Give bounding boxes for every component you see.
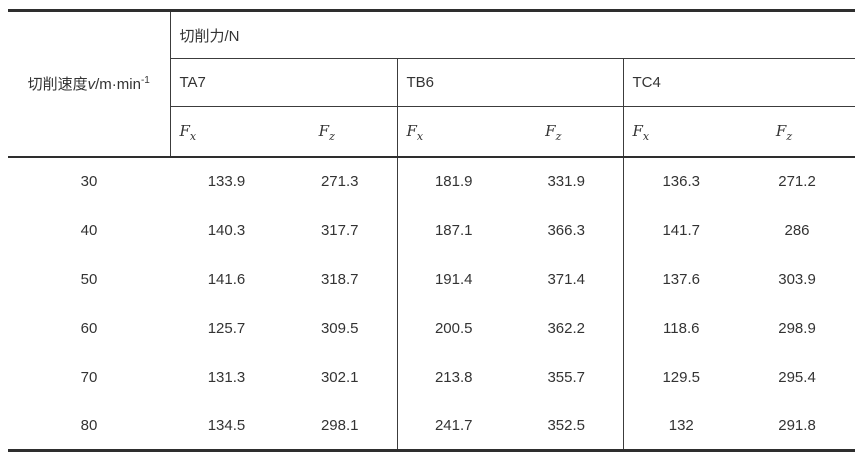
speed-value-cell: 80 xyxy=(80,416,98,434)
fx-header-tc4: Fx xyxy=(623,107,739,157)
force-value-cell: 362.2 xyxy=(510,303,624,353)
cutting-force-table: 切削速度v/m·min-1 切削力/N TA7 TB6 TC4 Fx Fz Fx… xyxy=(8,9,856,452)
force-value-cell: 331.9 xyxy=(510,156,624,206)
force-value-cell: 271.2 xyxy=(778,173,816,190)
force-value-cell: 118.6 xyxy=(663,319,700,337)
table-body: 30 133.9 271.3 181.9 331.9 136.3 271.2 4… xyxy=(8,156,855,451)
fx-header-tb6: Fx xyxy=(397,107,510,157)
speed-header-cell: 切削速度v/m·min-1 xyxy=(8,10,171,157)
force-value-cell: 298.1 xyxy=(283,401,398,451)
fx-header-ta7: Fx xyxy=(170,107,283,157)
table-header: 切削速度v/m·min-1 切削力/N TA7 TB6 TC4 Fx Fz Fx… xyxy=(8,10,856,157)
force-value-cell: 129.5 xyxy=(662,368,701,386)
fz-base: F xyxy=(545,122,556,141)
force-value-cell: 200.5 xyxy=(434,319,473,337)
fx-base: F xyxy=(632,122,643,141)
speed-value-cell: 30 xyxy=(80,173,98,190)
fz-sub: z xyxy=(555,130,562,144)
table-row: 80 134.5 298.1 241.7 352.5 132 291.8 xyxy=(8,401,855,451)
force-value-cell: 295.4 xyxy=(778,368,816,386)
fz-header-ta7: Fz xyxy=(283,106,398,157)
force-value-cell: 191.4 xyxy=(434,270,473,288)
force-value-cell: 298.9 xyxy=(778,319,816,337)
force-value-cell: 309.5 xyxy=(283,303,398,353)
fx-base: F xyxy=(406,122,417,141)
table-row: 70 131.3 302.1 213.8 355.7 129.5 295.4 xyxy=(8,352,855,402)
speed-value-cell: 70 xyxy=(80,368,98,386)
table-row: 30 133.9 271.3 181.9 331.9 136.3 271.2 xyxy=(8,156,855,206)
force-value-cell: 141.7 xyxy=(662,221,701,239)
force-value-cell: 241.7 xyxy=(434,416,473,434)
force-value-cell: 291.8 xyxy=(778,416,816,434)
force-value-cell: 317.7 xyxy=(283,205,398,255)
speed-value-cell: 40 xyxy=(80,221,98,239)
force-value-cell: 318.7 xyxy=(283,254,398,304)
force-value-cell: 141.6 xyxy=(207,270,246,288)
force-value-cell: 366.3 xyxy=(510,205,624,255)
cutting-force-table-container: 切削速度v/m·min-1 切削力/N TA7 TB6 TC4 Fx Fz Fx… xyxy=(8,9,856,452)
fz-base: F xyxy=(775,122,787,141)
force-value-cell: 132 xyxy=(668,416,694,434)
force-value-cell: 137.6 xyxy=(662,270,701,288)
force-value-cell: 134.5 xyxy=(207,416,246,434)
force-value-cell: 213.8 xyxy=(434,368,473,386)
force-value-cell: 371.4 xyxy=(510,254,624,304)
force-value-cell: 303.9 xyxy=(778,270,816,288)
speed-value-cell: 60 xyxy=(80,319,98,337)
force-value-cell: 131.3 xyxy=(207,368,246,386)
table-row: 40 140.3 317.7 187.1 366.3 141.7 286 xyxy=(8,205,855,255)
force-value-cell: 140.3 xyxy=(207,221,246,239)
force-value-cell: 133.9 xyxy=(207,173,246,190)
fz-header-tb6: Fz xyxy=(510,106,624,157)
force-value-cell: 286 xyxy=(784,221,810,239)
fz-sub: z xyxy=(786,130,793,144)
force-value-cell: 355.7 xyxy=(510,352,624,402)
material-header-tc4: TC4 xyxy=(623,58,856,107)
force-value-cell: 302.1 xyxy=(283,352,398,402)
table-row: 60 125.7 309.5 200.5 362.2 118.6 298.9 xyxy=(8,303,855,353)
speed-unit: /m·min xyxy=(95,76,141,94)
force-value-cell: 125.7 xyxy=(207,319,246,337)
fz-base: F xyxy=(318,122,330,141)
force-value-cell: 271.3 xyxy=(283,156,398,206)
table-row: 50 141.6 318.7 191.4 371.4 137.6 303.9 xyxy=(8,254,855,304)
fx-sub: x xyxy=(416,130,424,144)
material-header-tb6: TB6 xyxy=(397,58,624,107)
force-value-cell: 181.9 xyxy=(434,173,473,190)
force-value-cell: 352.5 xyxy=(510,401,624,451)
speed-value-cell: 50 xyxy=(80,270,98,288)
force-header-cell: 切削力/N xyxy=(170,10,856,59)
speed-header-label: 切削速度 xyxy=(27,76,88,94)
force-value-cell: 187.1 xyxy=(434,221,473,239)
fz-sub: z xyxy=(329,130,335,144)
fx-base: F xyxy=(179,122,190,141)
fx-sub: x xyxy=(642,130,650,144)
fz-header-tc4: Fz xyxy=(739,107,855,157)
fx-sub: x xyxy=(189,130,197,144)
speed-unit-exponent: -1 xyxy=(140,75,150,87)
force-value-cell: 136.3 xyxy=(662,173,701,190)
speed-symbol: v xyxy=(87,76,96,94)
material-header-ta7: TA7 xyxy=(170,58,398,107)
